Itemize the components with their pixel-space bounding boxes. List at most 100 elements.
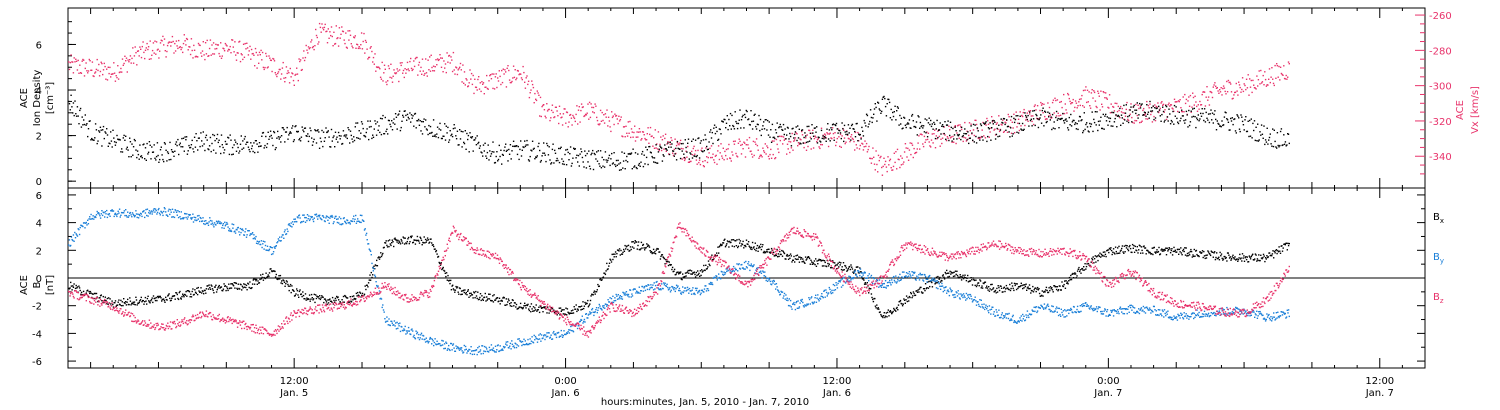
data-point-Bx — [435, 250, 437, 253]
data-point-Bx — [948, 272, 950, 274]
data-point — [649, 126, 652, 129]
data-point — [1040, 104, 1043, 106]
data-point — [171, 35, 174, 38]
data-point-Bx — [206, 285, 208, 287]
data-point — [651, 155, 653, 158]
data-point — [178, 153, 180, 156]
data-point — [1012, 133, 1014, 135]
data-point — [796, 133, 798, 135]
data-point — [500, 83, 502, 86]
data-point — [1210, 109, 1212, 111]
data-point — [1127, 119, 1130, 122]
data-point-Bx — [1152, 253, 1154, 256]
data-point — [717, 150, 719, 152]
data-point — [103, 62, 105, 65]
data-point — [341, 143, 343, 145]
data-point — [684, 139, 686, 141]
data-point — [256, 143, 258, 145]
data-point — [713, 127, 715, 129]
field-tick-label: 4 — [36, 219, 42, 230]
data-point — [379, 117, 382, 120]
data-point — [407, 68, 409, 70]
data-point-Bx — [581, 308, 583, 310]
data-point-Bx — [1109, 248, 1111, 251]
data-point-Bx — [593, 291, 595, 294]
data-point-Bx — [468, 296, 470, 298]
data-point — [70, 94, 72, 96]
data-point — [983, 122, 985, 124]
data-point — [566, 148, 569, 151]
data-point-Bx — [1262, 253, 1265, 256]
data-point — [478, 141, 480, 144]
data-point — [685, 146, 687, 149]
data-point-Bx — [1000, 285, 1002, 287]
data-point-Bx — [786, 253, 788, 256]
data-point-Bx — [841, 266, 843, 268]
data-point-Bx — [726, 243, 728, 245]
data-point — [1101, 127, 1104, 130]
data-point — [168, 41, 170, 43]
data-point — [229, 134, 231, 136]
data-point — [523, 71, 525, 74]
data-point — [1244, 119, 1246, 121]
data-point — [267, 66, 269, 68]
data-point-Bx — [1125, 247, 1128, 249]
data-point — [1273, 129, 1275, 131]
data-point — [1279, 130, 1282, 133]
data-point — [820, 127, 823, 129]
data-point — [739, 109, 741, 111]
data-point-Bx — [737, 245, 740, 247]
data-point — [86, 123, 88, 125]
data-point-Bx — [445, 275, 447, 278]
data-point — [575, 157, 577, 159]
data-point-Bx — [503, 297, 505, 299]
data-point — [353, 36, 355, 38]
data-point — [708, 141, 710, 143]
data-point-Bx — [612, 258, 614, 261]
data-point — [225, 143, 227, 145]
data-point — [800, 139, 802, 141]
data-point-Bx — [411, 235, 413, 237]
data-point-Bx — [1138, 249, 1140, 251]
data-point-Bx — [851, 266, 853, 268]
data-point — [1250, 118, 1252, 120]
data-point-Bx — [1245, 256, 1247, 258]
data-point — [753, 154, 755, 157]
data-point — [951, 140, 953, 142]
data-point-Bx — [1207, 250, 1209, 252]
data-point-Bx — [368, 279, 370, 281]
data-point-Bx — [1215, 256, 1217, 259]
data-point — [547, 108, 550, 111]
data-point — [487, 88, 489, 90]
data-point — [935, 135, 937, 137]
data-point-Bx — [626, 245, 628, 247]
data-point-Bx — [333, 299, 335, 302]
data-point-Bx — [530, 311, 532, 313]
data-point — [490, 153, 493, 155]
data-point-Bx — [1114, 246, 1117, 248]
data-point — [575, 113, 577, 116]
data-point — [191, 139, 193, 142]
data-point-Bx — [375, 264, 377, 267]
data-point — [516, 145, 518, 147]
data-point-Bx — [817, 259, 820, 262]
data-point — [508, 148, 510, 151]
data-point — [667, 142, 669, 144]
data-point-Bx — [1128, 246, 1130, 248]
data-point — [544, 115, 546, 117]
data-point — [254, 65, 256, 67]
data-point-Bx — [288, 289, 290, 292]
data-point — [876, 120, 878, 122]
data-point-Bx — [140, 296, 142, 299]
data-point — [261, 132, 264, 134]
data-point — [843, 137, 846, 139]
data-point — [425, 72, 428, 74]
data-point-Bx — [1074, 272, 1076, 274]
data-point-Bx — [631, 241, 633, 243]
data-point — [122, 64, 124, 66]
data-point — [1126, 120, 1128, 122]
data-point-Bx — [1113, 252, 1115, 254]
data-point — [991, 121, 994, 123]
data-point — [1195, 126, 1197, 129]
data-point — [394, 123, 396, 125]
